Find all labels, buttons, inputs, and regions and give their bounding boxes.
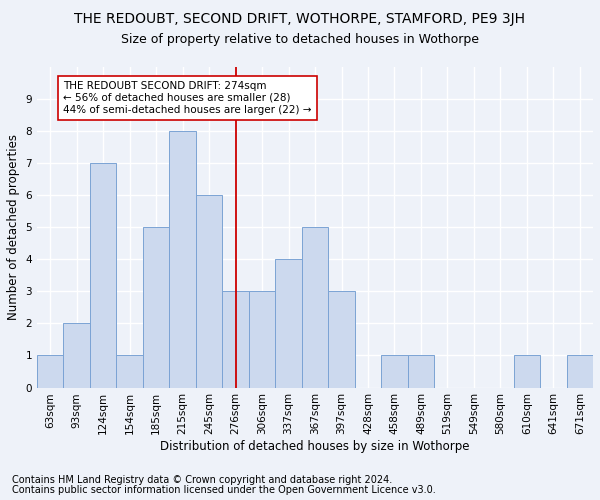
Bar — [196, 195, 223, 388]
Bar — [223, 292, 249, 388]
Bar — [37, 356, 64, 388]
Text: Contains HM Land Registry data © Crown copyright and database right 2024.: Contains HM Land Registry data © Crown c… — [12, 475, 392, 485]
Text: THE REDOUBT SECOND DRIFT: 274sqm
← 56% of detached houses are smaller (28)
44% o: THE REDOUBT SECOND DRIFT: 274sqm ← 56% o… — [64, 82, 312, 114]
Bar — [169, 131, 196, 388]
Bar — [275, 260, 302, 388]
Bar — [116, 356, 143, 388]
Text: Contains public sector information licensed under the Open Government Licence v3: Contains public sector information licen… — [12, 485, 436, 495]
Bar — [566, 356, 593, 388]
Bar — [249, 292, 275, 388]
Text: Size of property relative to detached houses in Wothorpe: Size of property relative to detached ho… — [121, 32, 479, 46]
Text: THE REDOUBT, SECOND DRIFT, WOTHORPE, STAMFORD, PE9 3JH: THE REDOUBT, SECOND DRIFT, WOTHORPE, STA… — [74, 12, 526, 26]
X-axis label: Distribution of detached houses by size in Wothorpe: Distribution of detached houses by size … — [160, 440, 470, 453]
Bar — [143, 227, 169, 388]
Y-axis label: Number of detached properties: Number of detached properties — [7, 134, 20, 320]
Bar — [381, 356, 407, 388]
Bar — [328, 292, 355, 388]
Bar — [514, 356, 540, 388]
Bar — [64, 324, 90, 388]
Bar — [90, 163, 116, 388]
Bar — [407, 356, 434, 388]
Bar — [302, 227, 328, 388]
